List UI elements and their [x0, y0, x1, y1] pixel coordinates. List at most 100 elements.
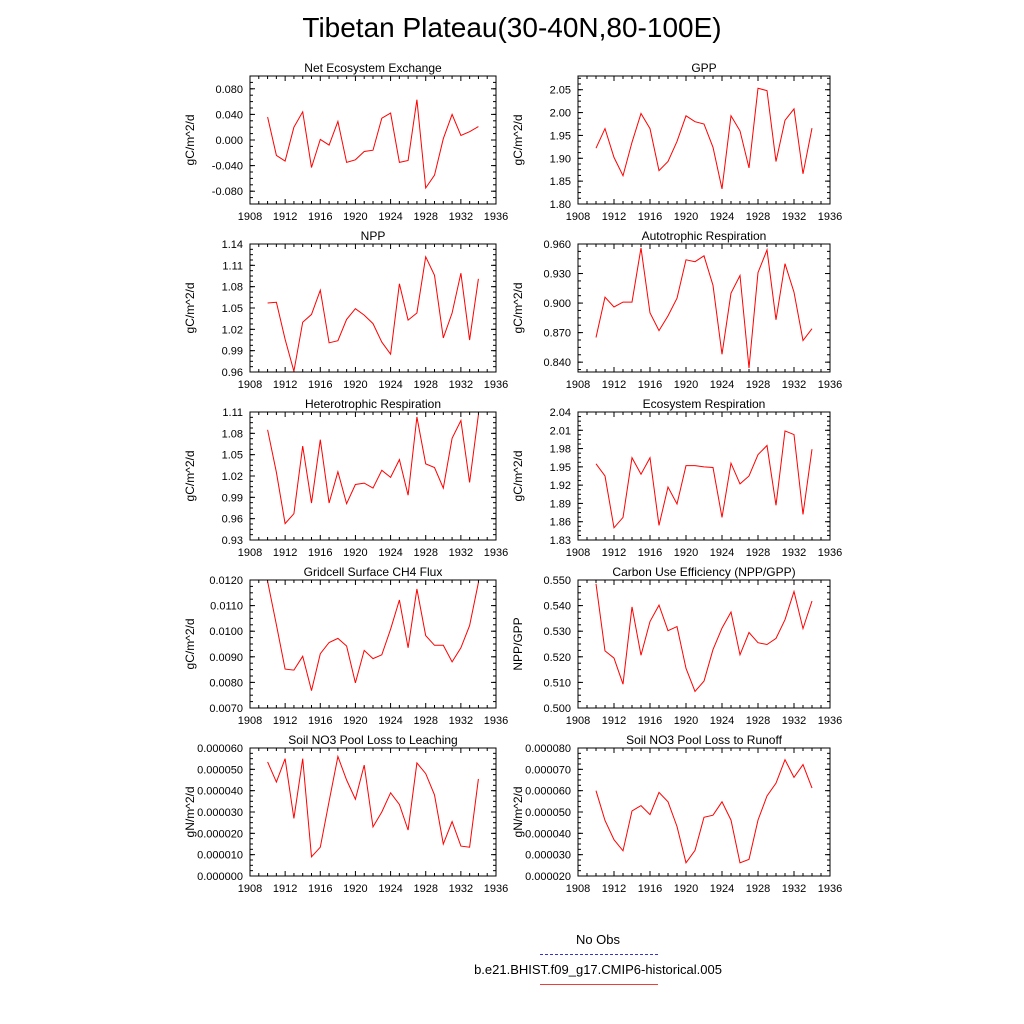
panel-title: Soil NO3 Pool Loss to Leaching	[288, 733, 457, 747]
x-tick-label: 1912	[273, 379, 297, 391]
chart-panel-6: Ecosystem Respiration gC/m^2/d 1908 1912 191…	[511, 397, 842, 559]
y-tick-label: 1.85	[550, 176, 571, 188]
series-line	[595, 87, 813, 190]
x-tick-label: 1912	[602, 715, 626, 727]
y-tick-label: 1.98	[550, 444, 571, 456]
y-tick-label: 0.500	[543, 703, 571, 715]
x-tick-label: 1912	[273, 883, 297, 895]
chart-panel-3: NPP gC/m^2/d 1908 1912 1916 1920 1924 1928 1932 1…	[183, 229, 508, 391]
x-tick-label: 1920	[343, 211, 367, 223]
y-tick-label: 0.520	[543, 652, 571, 664]
plot-frame	[249, 747, 497, 877]
y-tick-label: 0.000050	[197, 764, 243, 776]
x-tick-label: 1928	[413, 379, 437, 391]
legend-label-model: b.e21.BHIST.f09_g17.CMIP6-historical.005	[474, 962, 722, 977]
x-tick-label: 1912	[602, 883, 626, 895]
x-tick-label: 1928	[746, 211, 770, 223]
x-tick-label: 1916	[638, 883, 662, 895]
x-tick-label: 1932	[449, 379, 473, 391]
x-tick-label: 1928	[413, 715, 437, 727]
x-tick-label: 1912	[273, 547, 297, 559]
x-tick-label: 1924	[710, 211, 734, 223]
panel-title: Gridcell Surface CH4 Flux	[304, 565, 443, 579]
y-axis-label: gC/m^2/d	[511, 115, 525, 166]
plot-frame	[577, 579, 831, 709]
y-tick-label: 0.0100	[209, 626, 243, 638]
y-tick-label: 1.95	[550, 130, 571, 142]
x-tick-label: 1916	[638, 379, 662, 391]
series-line	[595, 247, 813, 369]
y-axis-label: gC/m^2/d	[183, 283, 197, 334]
x-tick-label: 1928	[746, 379, 770, 391]
chart-panel-8: Carbon Use Efficiency (NPP/GPP) NPP/GPP 19…	[511, 565, 842, 727]
x-tick-label: 1916	[308, 715, 332, 727]
x-tick-label: 1908	[566, 715, 590, 727]
x-tick-label: 1920	[674, 379, 698, 391]
x-tick-label: 1916	[638, 547, 662, 559]
x-tick-label: 1936	[818, 883, 842, 895]
y-tick-label: 0.000070	[525, 764, 571, 776]
x-tick-label: 1908	[238, 379, 262, 391]
x-tick-label: 1924	[710, 715, 734, 727]
y-tick-label: 2.01	[550, 425, 571, 437]
x-tick-label: 1936	[484, 379, 508, 391]
y-tick-label: 0.550	[543, 575, 571, 587]
x-tick-label: 1908	[238, 547, 262, 559]
x-tick-label: 1932	[449, 547, 473, 559]
plot-frame	[249, 75, 497, 205]
y-tick-label: 1.95	[550, 462, 571, 474]
x-tick-label: 1936	[818, 379, 842, 391]
x-tick-label: 1916	[638, 211, 662, 223]
x-tick-label: 1924	[378, 715, 402, 727]
chart-panel-7: Gridcell Surface CH4 Flux gC/m^2/d 1908 191…	[183, 565, 508, 727]
plot-frame	[577, 411, 831, 541]
y-tick-label: -0.040	[212, 161, 243, 173]
y-tick-label: 1.11	[222, 260, 243, 272]
x-tick-label: 1928	[746, 883, 770, 895]
x-tick-label: 1920	[343, 883, 367, 895]
y-tick-label: 0.000050	[525, 807, 571, 819]
x-tick-label: 1936	[818, 715, 842, 727]
y-tick-label: 1.80	[550, 199, 571, 211]
x-tick-label: 1908	[566, 211, 590, 223]
y-tick-label: 1.90	[550, 153, 571, 165]
y-tick-label: 0.080	[215, 84, 243, 96]
x-tick-label: 1936	[484, 715, 508, 727]
y-tick-label: 0.000080	[525, 743, 571, 755]
x-tick-label: 1920	[343, 379, 367, 391]
y-tick-label: 0.000020	[525, 871, 571, 883]
y-tick-label: 0.930	[543, 269, 571, 281]
y-tick-label: 0.93	[222, 535, 243, 547]
x-tick-label: 1912	[602, 211, 626, 223]
x-tick-label: 1928	[746, 715, 770, 727]
y-tick-label: 0.96	[222, 367, 243, 379]
y-tick-label: -0.080	[212, 186, 243, 198]
plot-frame	[577, 75, 831, 205]
x-tick-label: 1924	[710, 547, 734, 559]
y-tick-label: 1.05	[222, 450, 243, 462]
x-tick-label: 1916	[308, 883, 332, 895]
panel-title: NPP	[361, 229, 386, 243]
chart-panel-4: Autotrophic Respiration gC/m^2/d 1908 1912 1…	[511, 229, 842, 391]
y-tick-label: 1.11	[222, 407, 243, 419]
x-tick-label: 1936	[484, 211, 508, 223]
panel-title: Carbon Use Efficiency (NPP/GPP)	[612, 565, 795, 579]
y-tick-label: 0.510	[543, 677, 571, 689]
x-tick-label: 1916	[308, 211, 332, 223]
x-tick-label: 1908	[238, 715, 262, 727]
y-tick-label: 0.000010	[197, 850, 243, 862]
y-tick-label: 0.960	[543, 239, 571, 251]
chart-panel-5: Heterotrophic Respiration gC/m^2/d 1908 191…	[183, 397, 508, 559]
panel-title: Autotrophic Respiration	[642, 229, 767, 243]
x-tick-label: 1924	[710, 883, 734, 895]
y-axis-label: gC/m^2/d	[183, 619, 197, 670]
y-tick-label: 0.000060	[197, 743, 243, 755]
x-tick-label: 1908	[566, 883, 590, 895]
x-tick-label: 1936	[484, 883, 508, 895]
y-tick-label: 1.08	[222, 428, 243, 440]
x-tick-label: 1928	[746, 547, 770, 559]
x-tick-label: 1932	[782, 547, 806, 559]
x-tick-label: 1932	[449, 211, 473, 223]
y-tick-label: 0.000020	[197, 828, 243, 840]
